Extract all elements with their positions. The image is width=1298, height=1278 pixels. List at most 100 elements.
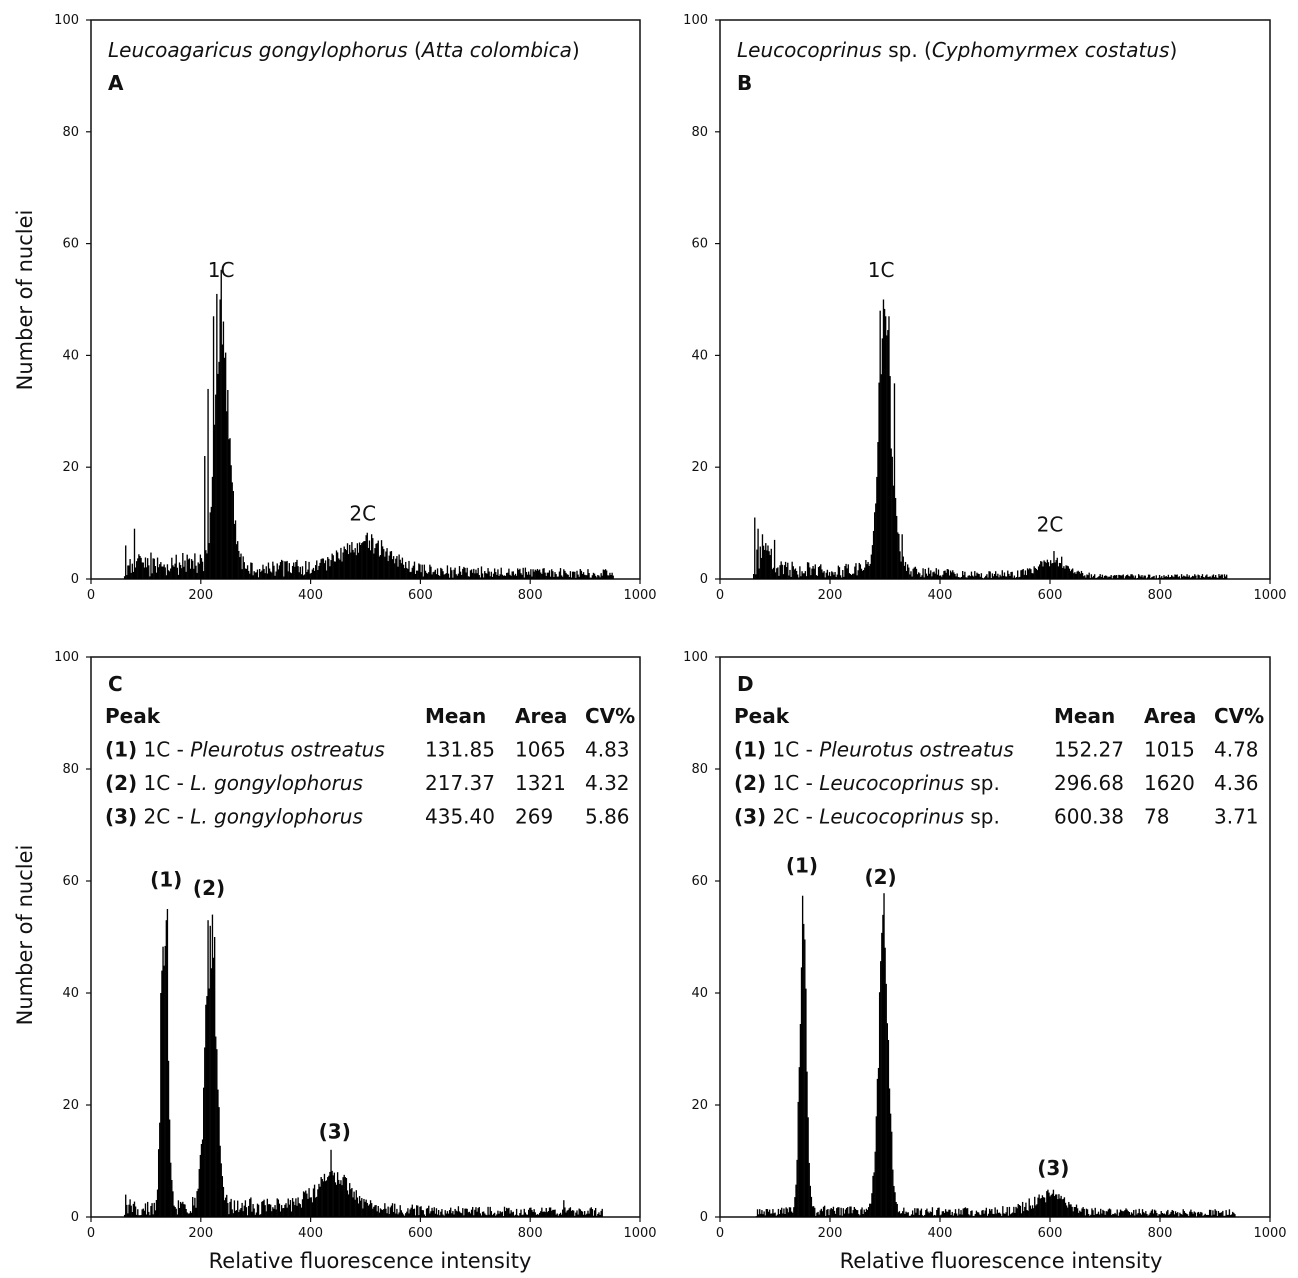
histogram-bar xyxy=(999,574,1001,579)
histogram-bar xyxy=(770,1213,772,1217)
histogram-bar xyxy=(1170,1211,1172,1217)
histogram-bar xyxy=(1172,1210,1174,1217)
histogram-bar xyxy=(765,1208,767,1217)
histogram-bar xyxy=(507,572,509,579)
histogram-bar xyxy=(160,562,162,579)
histogram-bar xyxy=(817,1211,819,1217)
x-tick-label: 400 xyxy=(928,588,953,603)
histogram-bar xyxy=(1034,567,1036,579)
histogram-bar xyxy=(557,576,559,579)
histogram-bar xyxy=(1222,1210,1224,1217)
histogram-bar xyxy=(145,567,148,579)
histogram-bar xyxy=(1001,1215,1003,1217)
histogram-bar xyxy=(523,1208,525,1217)
table-row-1-label-part-0: 1C - xyxy=(137,738,190,762)
histogram-bar xyxy=(800,967,803,1217)
histogram-bar xyxy=(171,557,173,579)
histogram-bar xyxy=(1137,1213,1139,1217)
histogram-bar xyxy=(586,575,588,579)
histogram-bar xyxy=(793,1207,795,1217)
histogram-bar xyxy=(1051,1193,1053,1217)
histogram-bar xyxy=(587,1210,589,1217)
histogram-bar xyxy=(820,1208,822,1217)
histogram-bar xyxy=(216,1049,218,1217)
y-tick-label: 100 xyxy=(54,13,79,28)
histogram-bar xyxy=(753,574,755,579)
histogram-bar xyxy=(1098,576,1100,579)
panel-b-title-part-0: Leucocoprinus xyxy=(737,38,882,62)
histogram-bar xyxy=(897,1212,899,1217)
histogram-bar xyxy=(351,1188,353,1217)
histogram-bar xyxy=(604,569,607,579)
histogram-bar xyxy=(429,1213,431,1217)
histogram-bar xyxy=(1029,568,1031,579)
x-tick-label: 800 xyxy=(518,1226,543,1241)
histogram-bar xyxy=(306,1193,308,1217)
histogram-bar xyxy=(929,573,931,579)
histogram-bar xyxy=(175,554,177,579)
histogram-bar xyxy=(309,573,311,579)
histogram-bar xyxy=(919,573,921,579)
histogram-bar xyxy=(345,1178,348,1217)
histogram-bar xyxy=(777,567,779,579)
histogram-bar xyxy=(1208,1209,1211,1217)
histogram-bar xyxy=(182,552,184,579)
histogram-bar xyxy=(1065,1205,1068,1217)
histogram-bar xyxy=(166,564,169,579)
histogram-bar xyxy=(321,558,323,579)
histogram-bar xyxy=(592,1215,595,1217)
histogram-bar xyxy=(464,567,466,579)
histogram-bar xyxy=(919,1210,921,1217)
histogram-bar xyxy=(938,1207,940,1217)
histogram-bar xyxy=(147,558,149,579)
histogram-bar xyxy=(302,575,305,579)
histogram-bar xyxy=(369,1200,372,1217)
histogram-bar xyxy=(1160,577,1162,579)
histogram-bar xyxy=(200,1144,203,1217)
histogram-bar xyxy=(1166,1211,1168,1217)
histogram-bar xyxy=(396,1208,398,1217)
histogram-bar xyxy=(1023,1211,1025,1217)
histogram-bar xyxy=(924,568,926,579)
histogram-bar xyxy=(420,572,422,579)
histogram-bar xyxy=(975,575,977,579)
histogram-bar xyxy=(821,1211,824,1217)
histogram-bar xyxy=(564,570,566,579)
histogram-bar xyxy=(398,554,400,579)
histogram-bar xyxy=(188,1213,191,1217)
table-cell-area: 1065 xyxy=(515,738,566,762)
histogram-bar xyxy=(1087,1214,1090,1217)
histogram-bar xyxy=(985,575,987,579)
histogram-bar xyxy=(801,571,803,579)
histogram-bar xyxy=(554,572,556,579)
histogram-bar xyxy=(989,571,991,579)
histogram-bar xyxy=(1138,1208,1140,1217)
histogram-bar xyxy=(958,577,961,579)
histogram-bar xyxy=(1057,566,1060,579)
histogram-bar xyxy=(1211,575,1214,579)
histogram-bar xyxy=(182,1201,184,1217)
histogram-bar xyxy=(881,932,883,1217)
histogram-bar xyxy=(1105,575,1107,579)
histogram-bar xyxy=(142,1208,144,1217)
histogram-bar xyxy=(1024,570,1027,579)
histogram-bar xyxy=(1169,1213,1171,1217)
histogram-bar xyxy=(207,920,209,1217)
histogram-bar xyxy=(970,1210,972,1217)
histogram-bar xyxy=(497,1210,499,1217)
histogram-bar xyxy=(758,568,760,579)
histogram-bar xyxy=(1217,578,1219,579)
histogram-bar xyxy=(1064,1202,1067,1217)
table-row-number: (3) xyxy=(734,805,766,829)
histogram-bar xyxy=(542,1211,544,1217)
histogram-bar xyxy=(830,1208,832,1217)
histogram-bar xyxy=(1078,571,1080,579)
histogram-bar xyxy=(1000,576,1002,579)
histogram-bar xyxy=(268,568,271,579)
histogram-bar xyxy=(1125,575,1128,579)
histogram-bar xyxy=(991,1209,993,1217)
histogram-bar xyxy=(995,1213,997,1217)
